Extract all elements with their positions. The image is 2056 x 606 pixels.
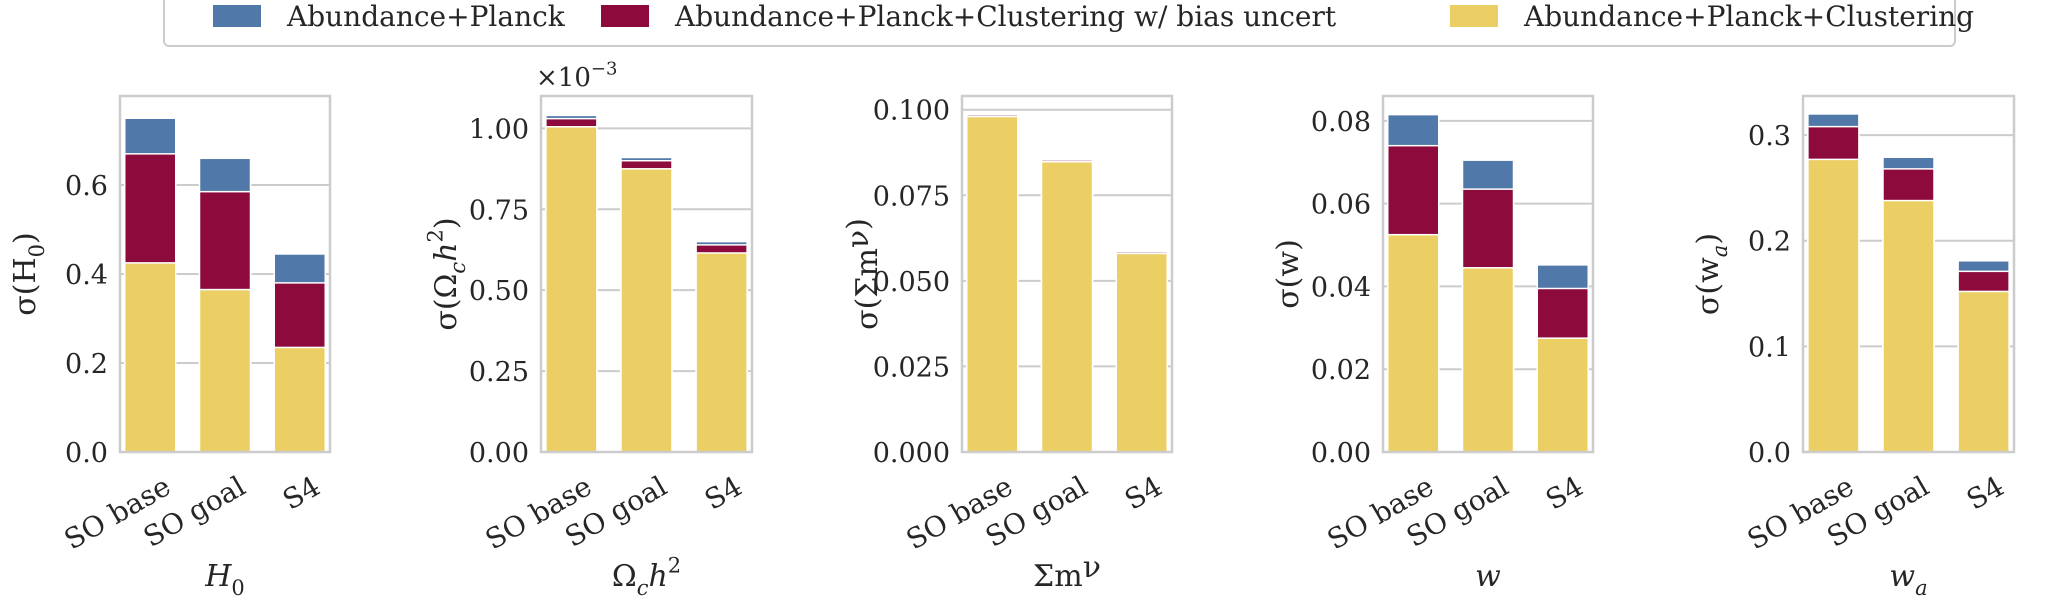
bar-s4-series-3 <box>1957 290 2010 453</box>
x-tick-label: S4 <box>699 469 748 516</box>
y-tick-label: 0.075 <box>873 181 950 212</box>
y-tick-label: 0.25 <box>469 357 529 388</box>
y-tick-label: 0.025 <box>873 352 950 383</box>
y-tick-label: 0.08 <box>1311 107 1371 138</box>
y-tick-label: 0.100 <box>873 96 950 127</box>
bar-s4-series-3 <box>273 346 327 453</box>
bar-s4-series-3 <box>1536 337 1590 453</box>
x-axis-label: Ωch2 <box>612 554 681 601</box>
bar-so-base-series-3 <box>1807 158 1860 453</box>
bar-so-base-series-3 <box>1386 233 1440 453</box>
x-tick-label: S4 <box>1961 469 2010 516</box>
legend-label: Abundance+Planck+Clustering <box>1524 0 1975 33</box>
y-axis-label: σ(Ωch2) <box>424 217 471 330</box>
bar-so-goal-series-3 <box>198 288 252 453</box>
legend-entry-bias-uncert: Abundance+Planck+Clustering w/ bias unce… <box>601 0 1336 36</box>
bar-so-base-series-3 <box>545 125 598 453</box>
bar-so-base-series-3 <box>123 262 177 453</box>
bar-s4-series-3 <box>1115 252 1169 453</box>
bar-so-goal-series-3 <box>1040 160 1094 453</box>
y-axis-label: σ(wa) <box>1691 233 1732 315</box>
y-tick-label: 0.04 <box>1311 272 1371 303</box>
y-tick-label: 0.75 <box>469 195 529 226</box>
bar-so-goal-series-3 <box>620 168 673 453</box>
y-tick-label: 0.050 <box>873 267 950 298</box>
y-axis-label: σ(w) <box>1271 239 1306 309</box>
y-tick-label: 1.00 <box>469 114 529 145</box>
legend: Abundance+Planck Abundance+Planck+Cluste… <box>163 0 1974 47</box>
bar-so-goal-series-3 <box>1461 267 1515 453</box>
x-axis-label: H0 <box>204 559 245 600</box>
y-tick-label: 0.50 <box>469 276 529 307</box>
bar-so-base-series-3 <box>965 115 1019 453</box>
legend-label: Abundance+Planck <box>287 0 565 33</box>
y-axis-label: σ(Σmν) <box>841 218 885 330</box>
axes-frame <box>960 94 1174 454</box>
x-axis-label: Σmν <box>1033 550 1101 594</box>
y-tick-label: 0.1 <box>1748 332 1791 363</box>
x-tick-label: S4 <box>1540 469 1589 516</box>
legend-label: Abundance+Planck+Clustering w/ bias unce… <box>675 0 1337 33</box>
y-tick-label: 0.06 <box>1311 190 1371 221</box>
axes-frame <box>1801 94 2016 454</box>
y-tick-label: 0.2 <box>1748 227 1791 258</box>
y-tick-label: 0.2 <box>65 349 108 380</box>
legend-entry-clustering: Abundance+Planck+Clustering <box>1450 0 1974 36</box>
y-tick-label: 0.4 <box>65 260 108 291</box>
x-axis-label: wa <box>1889 559 1927 600</box>
y-axis-label: σ(H0) <box>8 232 49 315</box>
axes-frame <box>118 94 332 454</box>
legend-swatch-abundance-planck <box>213 5 261 27</box>
x-axis-label: w <box>1475 559 1501 594</box>
y-tick-label: 0.6 <box>65 171 108 202</box>
y-tick-label: 0.02 <box>1311 355 1371 386</box>
y-tick-label: 0.000 <box>873 438 950 469</box>
y-tick-label: 0.0 <box>65 438 108 469</box>
x-tick-label: S4 <box>277 469 326 516</box>
bar-s4-series-3 <box>695 252 748 453</box>
x-tick-label: S4 <box>1119 469 1168 516</box>
legend-swatch-bias-uncert <box>601 5 649 27</box>
y-tick-label: 0.00 <box>1311 438 1371 469</box>
y-tick-label: 0.0 <box>1748 438 1791 469</box>
axes-frame <box>539 94 754 454</box>
legend-entry-abundance-planck: Abundance+Planck <box>213 0 565 36</box>
exponent-label: ×10−3 <box>536 58 617 93</box>
y-tick-label: 0.3 <box>1748 121 1791 152</box>
bar-so-goal-series-3 <box>1882 199 1935 453</box>
legend-swatch-clustering <box>1450 5 1498 27</box>
axes-frame <box>1381 94 1595 454</box>
y-tick-label: 0.00 <box>469 438 529 469</box>
